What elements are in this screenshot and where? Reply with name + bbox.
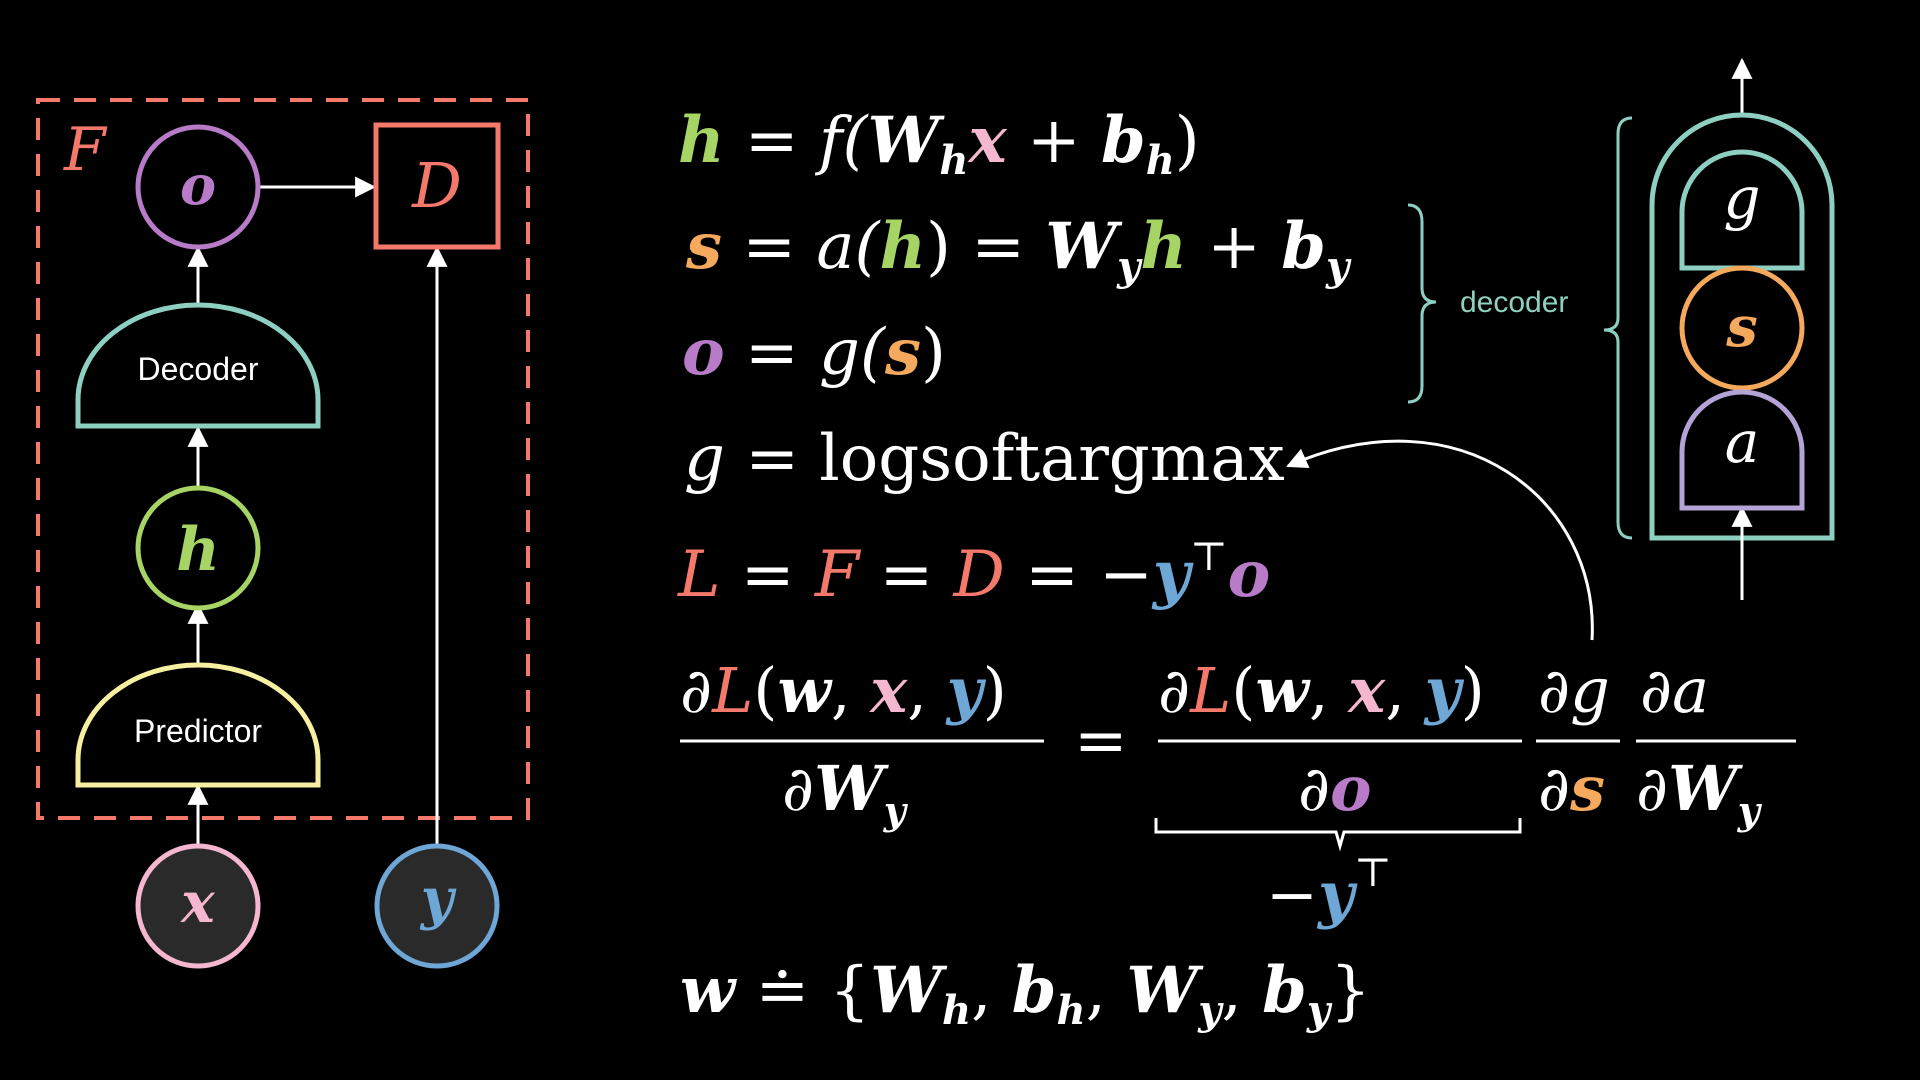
decoder-brace	[1407, 203, 1437, 404]
right-decoder-diagram: g s a	[1603, 57, 1835, 600]
curved-arrow-g	[1286, 439, 1594, 641]
equations: h = f(Whx + bh) s = a(h) = Wyh + by o = …	[677, 103, 1796, 1034]
a-dome-label: a	[1725, 408, 1760, 476]
decoder-module	[75, 302, 321, 429]
g-dome-label: g	[1723, 164, 1760, 232]
left-energy-diagram: F o D Decoder h Predictor x y	[36, 98, 530, 969]
underbrace-label: −y⊤	[1266, 850, 1392, 931]
s-circle-label: s	[1725, 294, 1758, 360]
y-node	[374, 843, 500, 969]
frac3-denominator: ∂s	[1538, 752, 1605, 825]
equation-s: s = a(h) = Wyh + by	[685, 209, 1352, 290]
x-node-label: x	[180, 870, 215, 936]
s-circle	[1679, 265, 1805, 391]
equation-w: w ≐ {Wh, bh, Wy, by}	[680, 953, 1371, 1034]
right-brace	[1603, 116, 1633, 540]
D-box-label: D	[411, 149, 462, 222]
frac1-numerator: ∂L(w, x, y)	[680, 654, 1007, 727]
equation-o: o = g(s)	[682, 315, 946, 390]
chain-equals: =	[1074, 704, 1128, 778]
D-box	[373, 122, 501, 250]
frac4-denominator: ∂Wy	[1636, 752, 1763, 833]
F-frame-label: F	[63, 115, 108, 185]
equation-h: h = f(Whx + bh)	[678, 103, 1200, 184]
equation-g: g = logsoftargmax	[684, 422, 1285, 496]
underbrace	[1154, 818, 1522, 852]
h-node	[135, 485, 261, 611]
chain-rule-equation: ∂L(w, x, y) ∂Wy = ∂L(w, x, y) ∂o ∂g ∂s	[680, 654, 1796, 931]
frac4-numerator: ∂a	[1640, 654, 1709, 727]
a-dome	[1679, 389, 1805, 511]
decoder-module-label: Decoder	[138, 351, 259, 387]
predictor-module	[75, 662, 321, 788]
o-node-label: o	[180, 153, 216, 217]
h-node-label: h	[176, 515, 220, 585]
y-node-label: y	[419, 866, 457, 932]
x-node	[135, 843, 261, 969]
frac2-numerator: ∂L(w, x, y)	[1158, 654, 1485, 727]
predictor-module-label: Predictor	[134, 713, 262, 749]
frac3-numerator: ∂g	[1538, 654, 1610, 727]
frac2-denominator: ∂o	[1298, 752, 1371, 825]
o-node	[135, 124, 261, 250]
F-dashed-frame	[36, 98, 530, 820]
equation-L: L = F = D = −y⊤o	[677, 534, 1270, 612]
decoder-brace-label: decoder	[1460, 286, 1568, 319]
frac1-denominator: ∂Wy	[782, 752, 909, 833]
g-dome	[1679, 149, 1805, 271]
